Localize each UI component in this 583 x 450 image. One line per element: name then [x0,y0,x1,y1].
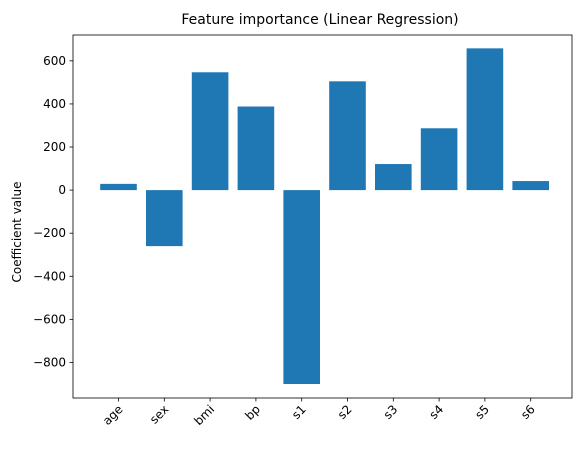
y-tick-label: −800 [33,355,66,369]
bar-bmi [191,72,229,191]
plot-frame [72,34,573,399]
y-ticks-group: −800 −600 −400 −200 0 200 400 600 [33,54,73,369]
x-tick-label: bp [242,402,263,423]
bar-s5 [466,48,504,191]
y-tick-label: 600 [43,54,66,68]
y-tick-label: 200 [43,140,66,154]
bar-s3 [375,164,412,191]
bar-sex [146,190,183,247]
x-tick-label: s1 [289,402,309,422]
x-tick-label: s6 [518,402,538,422]
x-tick-label: sex [147,402,171,426]
y-tick-label: −200 [33,226,66,240]
y-tick-label: −400 [33,269,66,283]
bar-s2 [329,81,366,191]
x-tick-label: s4 [426,402,446,422]
y-tick-label: 0 [58,183,66,197]
x-tick-label: s5 [472,402,492,422]
y-tick-label: −600 [33,312,66,326]
bar-bp [237,106,275,191]
x-tick-label: s2 [335,402,355,422]
x-tick-label: age [100,402,126,428]
bars-group [100,48,549,384]
x-tick-label: s3 [381,402,401,422]
chart-title: Feature importance (Linear Regression) [181,12,458,28]
x-ticks-group: age sex bmi bp s1 s2 s3 s4 s5 s6 [100,398,538,428]
bar-s1 [283,190,320,384]
bar-s4 [420,128,458,191]
x-tick-label: bmi [191,402,217,428]
bar-age [100,183,137,191]
bar-s6 [512,181,549,191]
y-tick-label: 400 [43,97,66,111]
y-axis-label: Coefficient value [10,182,24,283]
